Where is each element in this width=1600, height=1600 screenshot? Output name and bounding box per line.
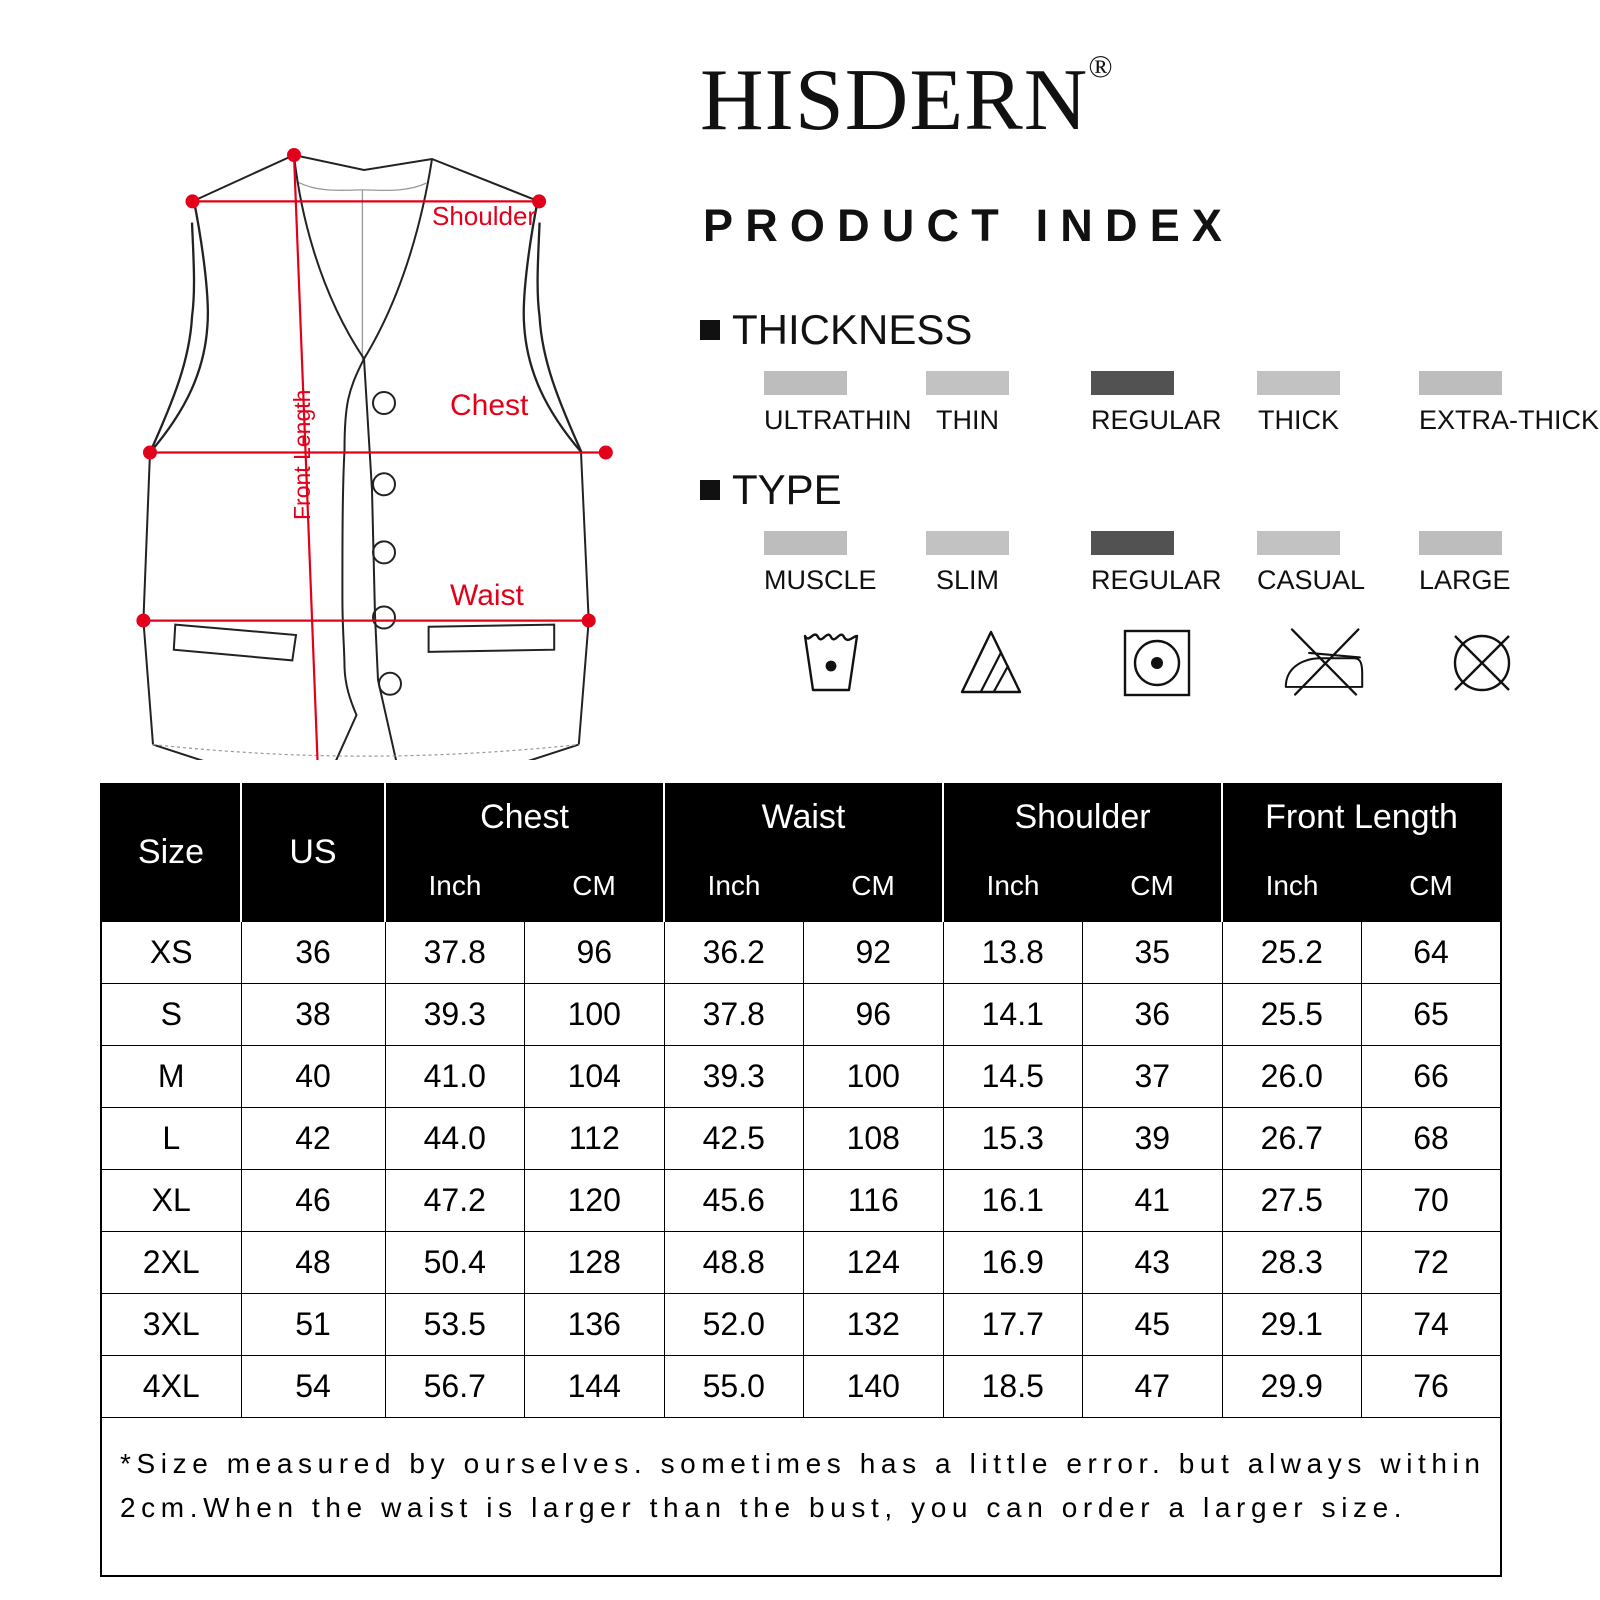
svg-text:Chest: Chest <box>450 389 529 422</box>
svg-text:Front Length: Front Length <box>289 390 315 520</box>
svg-text:Shoulder: Shoulder <box>432 201 536 231</box>
svg-text:Waist: Waist <box>450 579 525 612</box>
